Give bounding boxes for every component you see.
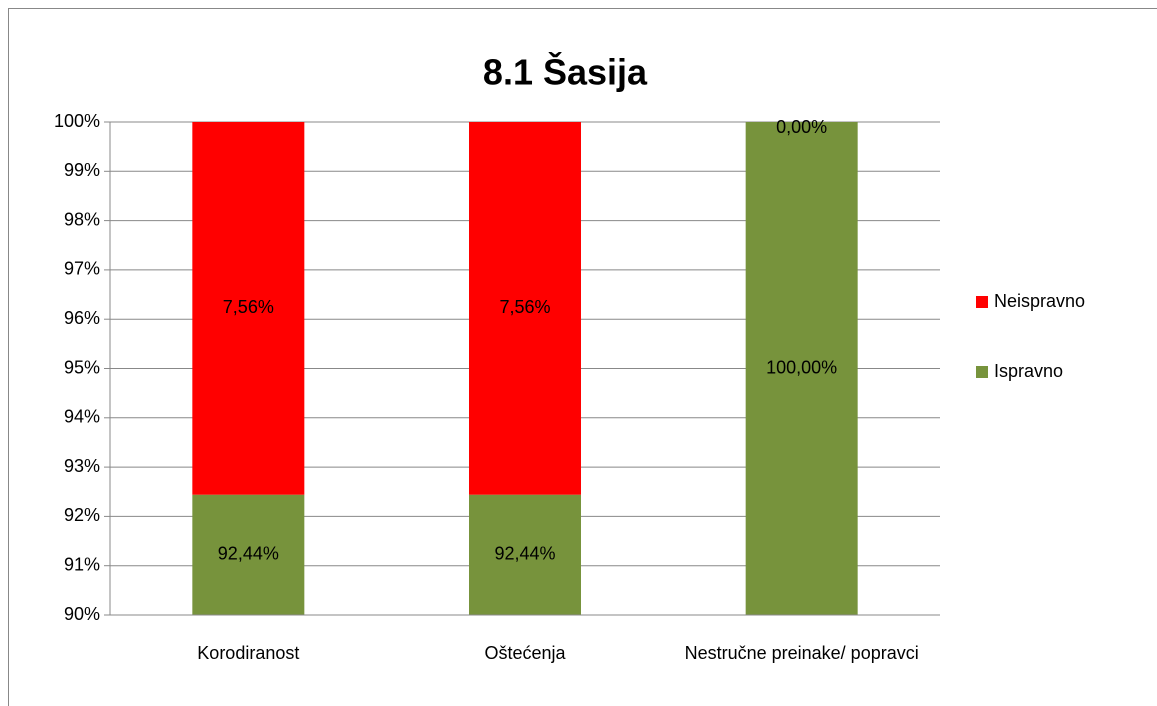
value-label: 92,44% bbox=[494, 544, 555, 564]
y-tick-label: 97% bbox=[64, 259, 100, 279]
bar-segment bbox=[469, 122, 581, 495]
y-tick-label: 99% bbox=[64, 160, 100, 180]
x-tick-label: Oštećenja bbox=[484, 643, 566, 663]
y-tick-label: 98% bbox=[64, 209, 100, 229]
y-tick-label: 96% bbox=[64, 308, 100, 328]
x-tick-label: Korodiranost bbox=[197, 643, 300, 663]
value-label: 0,00% bbox=[776, 117, 827, 137]
bar-segment bbox=[192, 122, 305, 495]
y-tick-label: 90% bbox=[64, 604, 100, 624]
y-tick-label: 94% bbox=[64, 407, 100, 427]
y-tick-label: 91% bbox=[64, 554, 100, 574]
bar-segment bbox=[745, 122, 858, 615]
y-tick-label: 95% bbox=[64, 357, 100, 377]
bar-segment bbox=[469, 494, 581, 615]
legend-swatch bbox=[976, 366, 988, 378]
y-tick-label: 93% bbox=[64, 456, 100, 476]
x-tick-label: Nestručne preinake/ popravci bbox=[684, 643, 919, 663]
legend-label: Neispravno bbox=[994, 291, 1085, 311]
legend-swatch bbox=[976, 296, 988, 308]
chart-title: 8.1 Šasija bbox=[483, 51, 648, 93]
legend-label: Ispravno bbox=[994, 361, 1063, 381]
chart-border bbox=[8, 8, 1157, 706]
value-label: 7,56% bbox=[499, 297, 550, 317]
value-label: 100,00% bbox=[766, 357, 837, 377]
value-label: 7,56% bbox=[223, 297, 274, 317]
y-tick-label: 92% bbox=[64, 505, 100, 525]
y-tick-label: 100% bbox=[54, 111, 100, 131]
value-label: 92,44% bbox=[218, 544, 279, 564]
bar-segment bbox=[192, 494, 305, 615]
